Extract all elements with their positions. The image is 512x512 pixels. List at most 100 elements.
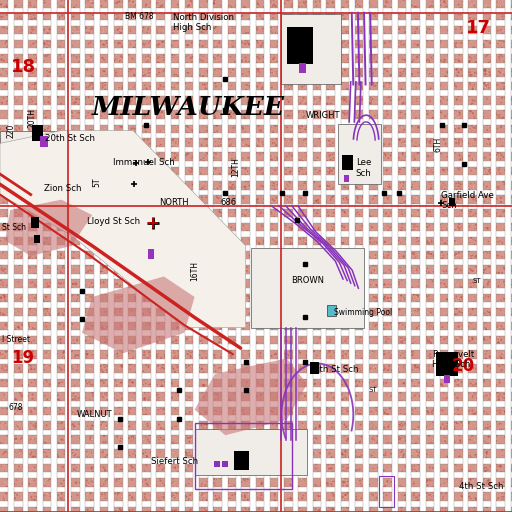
Point [392,472,400,480]
Point [395,128,403,136]
Point [120,191,129,199]
Point [386,404,394,413]
Point [162,292,170,300]
Point [234,295,243,303]
Point [218,288,226,296]
Point [480,179,488,187]
Point [305,364,313,372]
Point [276,334,284,343]
Point [27,242,35,250]
Point [330,433,338,441]
Point [409,350,417,358]
Point [479,318,487,327]
Point [153,301,161,309]
Point [297,397,306,405]
Point [50,458,58,466]
Point [4,483,12,491]
Point [60,366,69,374]
Point [267,27,275,35]
Point [254,502,263,510]
Point [351,26,359,34]
Point [99,101,108,110]
Point [429,506,437,512]
Point [65,112,73,120]
Point [305,102,313,111]
Point [284,193,292,201]
Point [56,30,64,38]
Point [236,494,244,502]
Point [418,446,426,454]
Point [35,159,44,167]
Point [348,10,356,18]
Point [53,483,61,491]
Point [396,123,404,131]
Point [117,0,125,8]
Point [165,201,173,209]
Point [178,0,186,7]
Point [439,19,447,27]
Point [307,21,315,29]
Point [406,230,414,238]
Point [135,211,143,220]
Point [426,329,435,337]
Point [446,175,454,183]
Point [334,140,343,148]
Point [185,495,193,503]
Point [484,108,493,116]
Point [296,173,304,181]
Point [233,14,241,23]
Point [440,440,449,449]
Point [405,477,413,485]
Point [375,482,383,490]
Point [49,118,57,126]
Point [398,321,407,329]
Point [33,140,41,148]
Point [260,215,268,223]
Point [24,239,32,247]
Point [200,203,208,211]
Point [173,141,181,149]
Point [87,114,95,122]
Point [259,27,267,35]
Point [120,332,128,340]
Point [304,379,312,388]
Point [457,333,465,342]
Point [115,343,123,351]
Point [97,457,105,465]
Point [227,320,236,328]
Point [464,428,472,436]
Point [52,98,60,106]
Point [251,388,260,396]
Point [94,322,102,330]
Point [246,314,254,322]
Point [361,41,369,49]
Point [364,115,372,123]
Point [118,43,126,51]
Point [480,265,488,273]
Point [245,64,253,72]
Point [441,430,449,438]
Point [381,145,389,154]
Point [482,386,490,394]
Point [160,401,168,410]
Point [165,52,174,60]
Point [10,340,18,348]
Point [288,286,296,294]
Point [495,384,503,392]
Bar [31,217,39,228]
Point [226,37,234,46]
Point [478,172,486,180]
Point [306,393,314,401]
Point [227,252,236,260]
Point [136,318,144,326]
Point [106,73,115,81]
Point [311,385,319,393]
Point [7,381,15,390]
Point [470,429,478,437]
Point [376,283,384,291]
Point [283,279,291,287]
Point [334,369,343,377]
Point [488,422,497,431]
Point [9,419,17,427]
Point [438,220,446,228]
